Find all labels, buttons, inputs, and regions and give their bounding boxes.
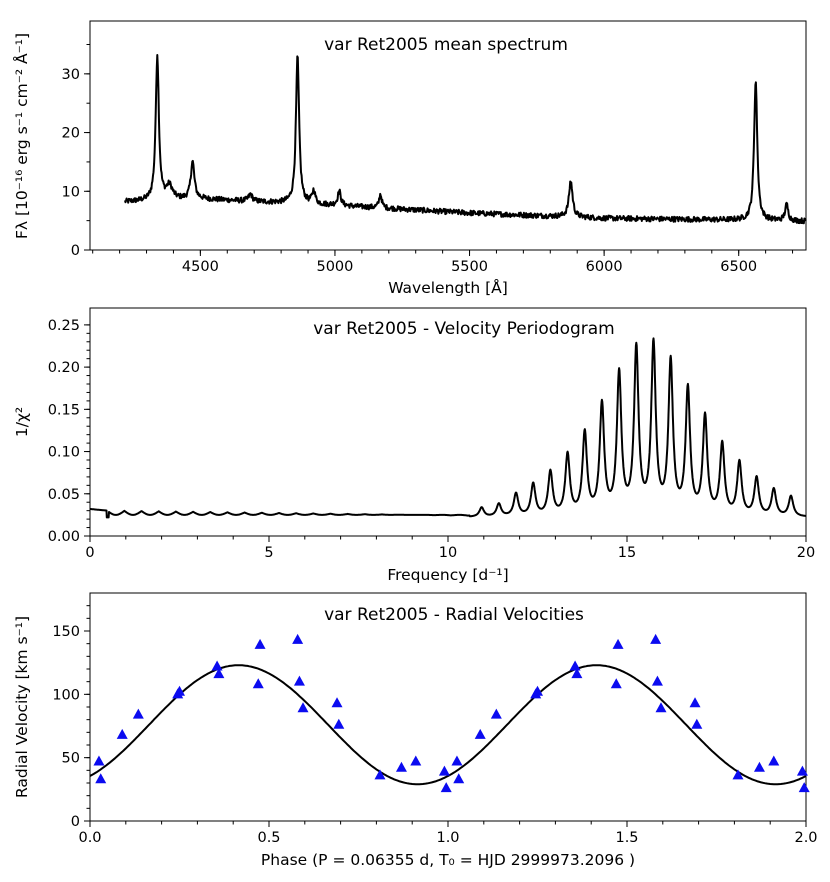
radial-velocity-point bbox=[651, 675, 663, 686]
spectrum-x-tick-label: 6500 bbox=[720, 259, 757, 275]
radial-velocity-point bbox=[753, 761, 765, 772]
spectrum-y-tick-label: 20 bbox=[62, 126, 80, 142]
periodogram-y-tick-label: 0.15 bbox=[48, 402, 80, 418]
spectrum-x-label: Wavelength [Å] bbox=[388, 278, 508, 297]
periodogram-ticks: 0 5 10 15 20 0.00 0.05 0.10 0.15 0.20 0.25 bbox=[48, 318, 816, 561]
spectrum-y-tick-label: 0 bbox=[71, 243, 80, 259]
radial-velocity-point bbox=[211, 660, 223, 671]
periodogram-plot-frame bbox=[89, 307, 807, 537]
radial-velocity-title: var Ret2005 - Radial Velocities bbox=[324, 605, 584, 625]
radial-velocity-point bbox=[93, 755, 105, 766]
radial-velocity-point bbox=[254, 638, 266, 649]
radial-velocity-point bbox=[655, 702, 667, 713]
spectrum-x-tick-label: 4500 bbox=[182, 259, 219, 275]
radial-velocity-point bbox=[440, 782, 452, 793]
periodogram-x-tick-label: 15 bbox=[618, 545, 636, 561]
periodogram-y-label: 1/χ² bbox=[13, 407, 31, 437]
radial-velocity-point bbox=[610, 678, 622, 689]
radial-velocity-y-tick-label: 50 bbox=[62, 751, 80, 767]
spectrum-x-tick-label: 5500 bbox=[451, 259, 488, 275]
radial-velocity-y-tick-label: 150 bbox=[52, 624, 80, 640]
radial-velocity-point bbox=[297, 702, 309, 713]
radial-velocity-point bbox=[116, 728, 128, 739]
radial-velocity-point bbox=[453, 773, 465, 784]
periodogram-y-tick-label: 0.20 bbox=[48, 360, 80, 376]
spectrum-y-tick-label: 10 bbox=[62, 184, 80, 200]
radial-velocity-y-label: Radial Velocity [km s⁻¹] bbox=[13, 616, 31, 798]
radial-velocity-point bbox=[252, 678, 264, 689]
radial-velocity-point bbox=[395, 761, 407, 772]
periodogram-x-label: Frequency [d⁻¹] bbox=[387, 566, 508, 584]
spectrum-x-tick-label: 5000 bbox=[316, 259, 353, 275]
radial-velocity-point bbox=[374, 769, 386, 780]
periodogram-curve bbox=[89, 337, 807, 519]
radial-velocity-x-tick-label: 0.5 bbox=[257, 830, 280, 846]
radial-velocity-point bbox=[174, 685, 185, 696]
radial-velocity-y-tick-label: 0 bbox=[71, 814, 80, 830]
radial-velocity-x-tick-label: 1.0 bbox=[436, 830, 459, 846]
radial-velocity-point bbox=[798, 782, 810, 793]
radial-velocity-y-tick-label: 100 bbox=[52, 687, 80, 703]
radial-velocity-point bbox=[768, 755, 780, 766]
radial-velocity-point bbox=[410, 755, 422, 766]
radial-velocity-point bbox=[532, 685, 543, 696]
spectrum-ticks: 4500 5000 5500 6000 6500 0 10 20 30 bbox=[62, 43, 794, 275]
radial-velocity-panel: 0.0 0.5 1.0 1.5 2.0 0 50 100 150 var Ret2005 - R… bbox=[13, 592, 818, 869]
periodogram-x-tick-label: 0 bbox=[85, 545, 94, 561]
radial-velocity-point bbox=[569, 660, 581, 671]
radial-velocity-point bbox=[132, 708, 144, 719]
radial-velocity-point bbox=[612, 638, 624, 649]
radial-velocity-point bbox=[796, 765, 808, 776]
radial-velocity-fit-curve bbox=[89, 664, 807, 786]
radial-velocity-point bbox=[438, 765, 450, 776]
periodogram-panel: 0 5 10 15 20 0.00 0.05 0.10 0.15 0.20 0.25 var Ret… bbox=[13, 307, 816, 584]
spectrum-y-label: Fλ [10⁻¹⁶ erg s⁻¹ cm⁻² Å⁻¹] bbox=[12, 33, 31, 239]
radial-velocity-point bbox=[451, 755, 463, 766]
periodogram-y-tick-label: 0.05 bbox=[48, 487, 80, 503]
spectrum-title: var Ret2005 mean spectrum bbox=[324, 35, 568, 55]
radial-velocity-x-tick-label: 1.5 bbox=[615, 830, 638, 846]
radial-velocity-x-label: Phase (P = 0.06355 d, T₀ = HJD 2999973.2… bbox=[261, 851, 635, 869]
periodogram-x-tick-label: 5 bbox=[264, 545, 273, 561]
radial-velocity-point bbox=[331, 697, 343, 708]
periodogram-x-tick-label: 10 bbox=[439, 545, 457, 561]
periodogram-y-tick-label: 0.00 bbox=[48, 529, 80, 545]
periodogram-y-tick-label: 0.25 bbox=[48, 318, 80, 334]
radial-velocity-x-tick-label: 2.0 bbox=[794, 830, 817, 846]
radial-velocity-point bbox=[474, 728, 486, 739]
radial-velocity-point bbox=[732, 769, 744, 780]
spectrum-panel: 4500 5000 5500 6000 6500 0 10 20 30 var Ret2005 … bbox=[12, 20, 807, 297]
radial-velocity-point bbox=[571, 668, 583, 679]
radial-velocity-points bbox=[93, 633, 810, 793]
radial-velocity-ticks: 0.0 0.5 1.0 1.5 2.0 0 50 100 150 bbox=[52, 605, 818, 846]
periodogram-x-tick-label: 20 bbox=[797, 545, 815, 561]
spectrum-y-tick-label: 30 bbox=[62, 67, 80, 83]
periodogram-title: var Ret2005 - Velocity Periodogram bbox=[313, 319, 615, 339]
periodogram-y-tick-label: 0.10 bbox=[48, 445, 80, 461]
radial-velocity-point bbox=[650, 633, 662, 644]
spectrum-plot-frame bbox=[89, 20, 807, 251]
radial-velocity-point bbox=[292, 633, 304, 644]
radial-velocity-point bbox=[490, 708, 502, 719]
spectrum-curve bbox=[124, 54, 807, 225]
radial-velocity-x-tick-label: 0.0 bbox=[78, 830, 101, 846]
radial-velocity-point bbox=[95, 773, 107, 784]
radial-velocity-point bbox=[333, 718, 345, 729]
radial-velocity-point bbox=[213, 668, 225, 679]
spectrum-x-tick-label: 6000 bbox=[586, 259, 623, 275]
radial-velocity-point bbox=[691, 718, 703, 729]
radial-velocity-point bbox=[293, 675, 305, 686]
radial-velocity-point bbox=[689, 697, 701, 708]
